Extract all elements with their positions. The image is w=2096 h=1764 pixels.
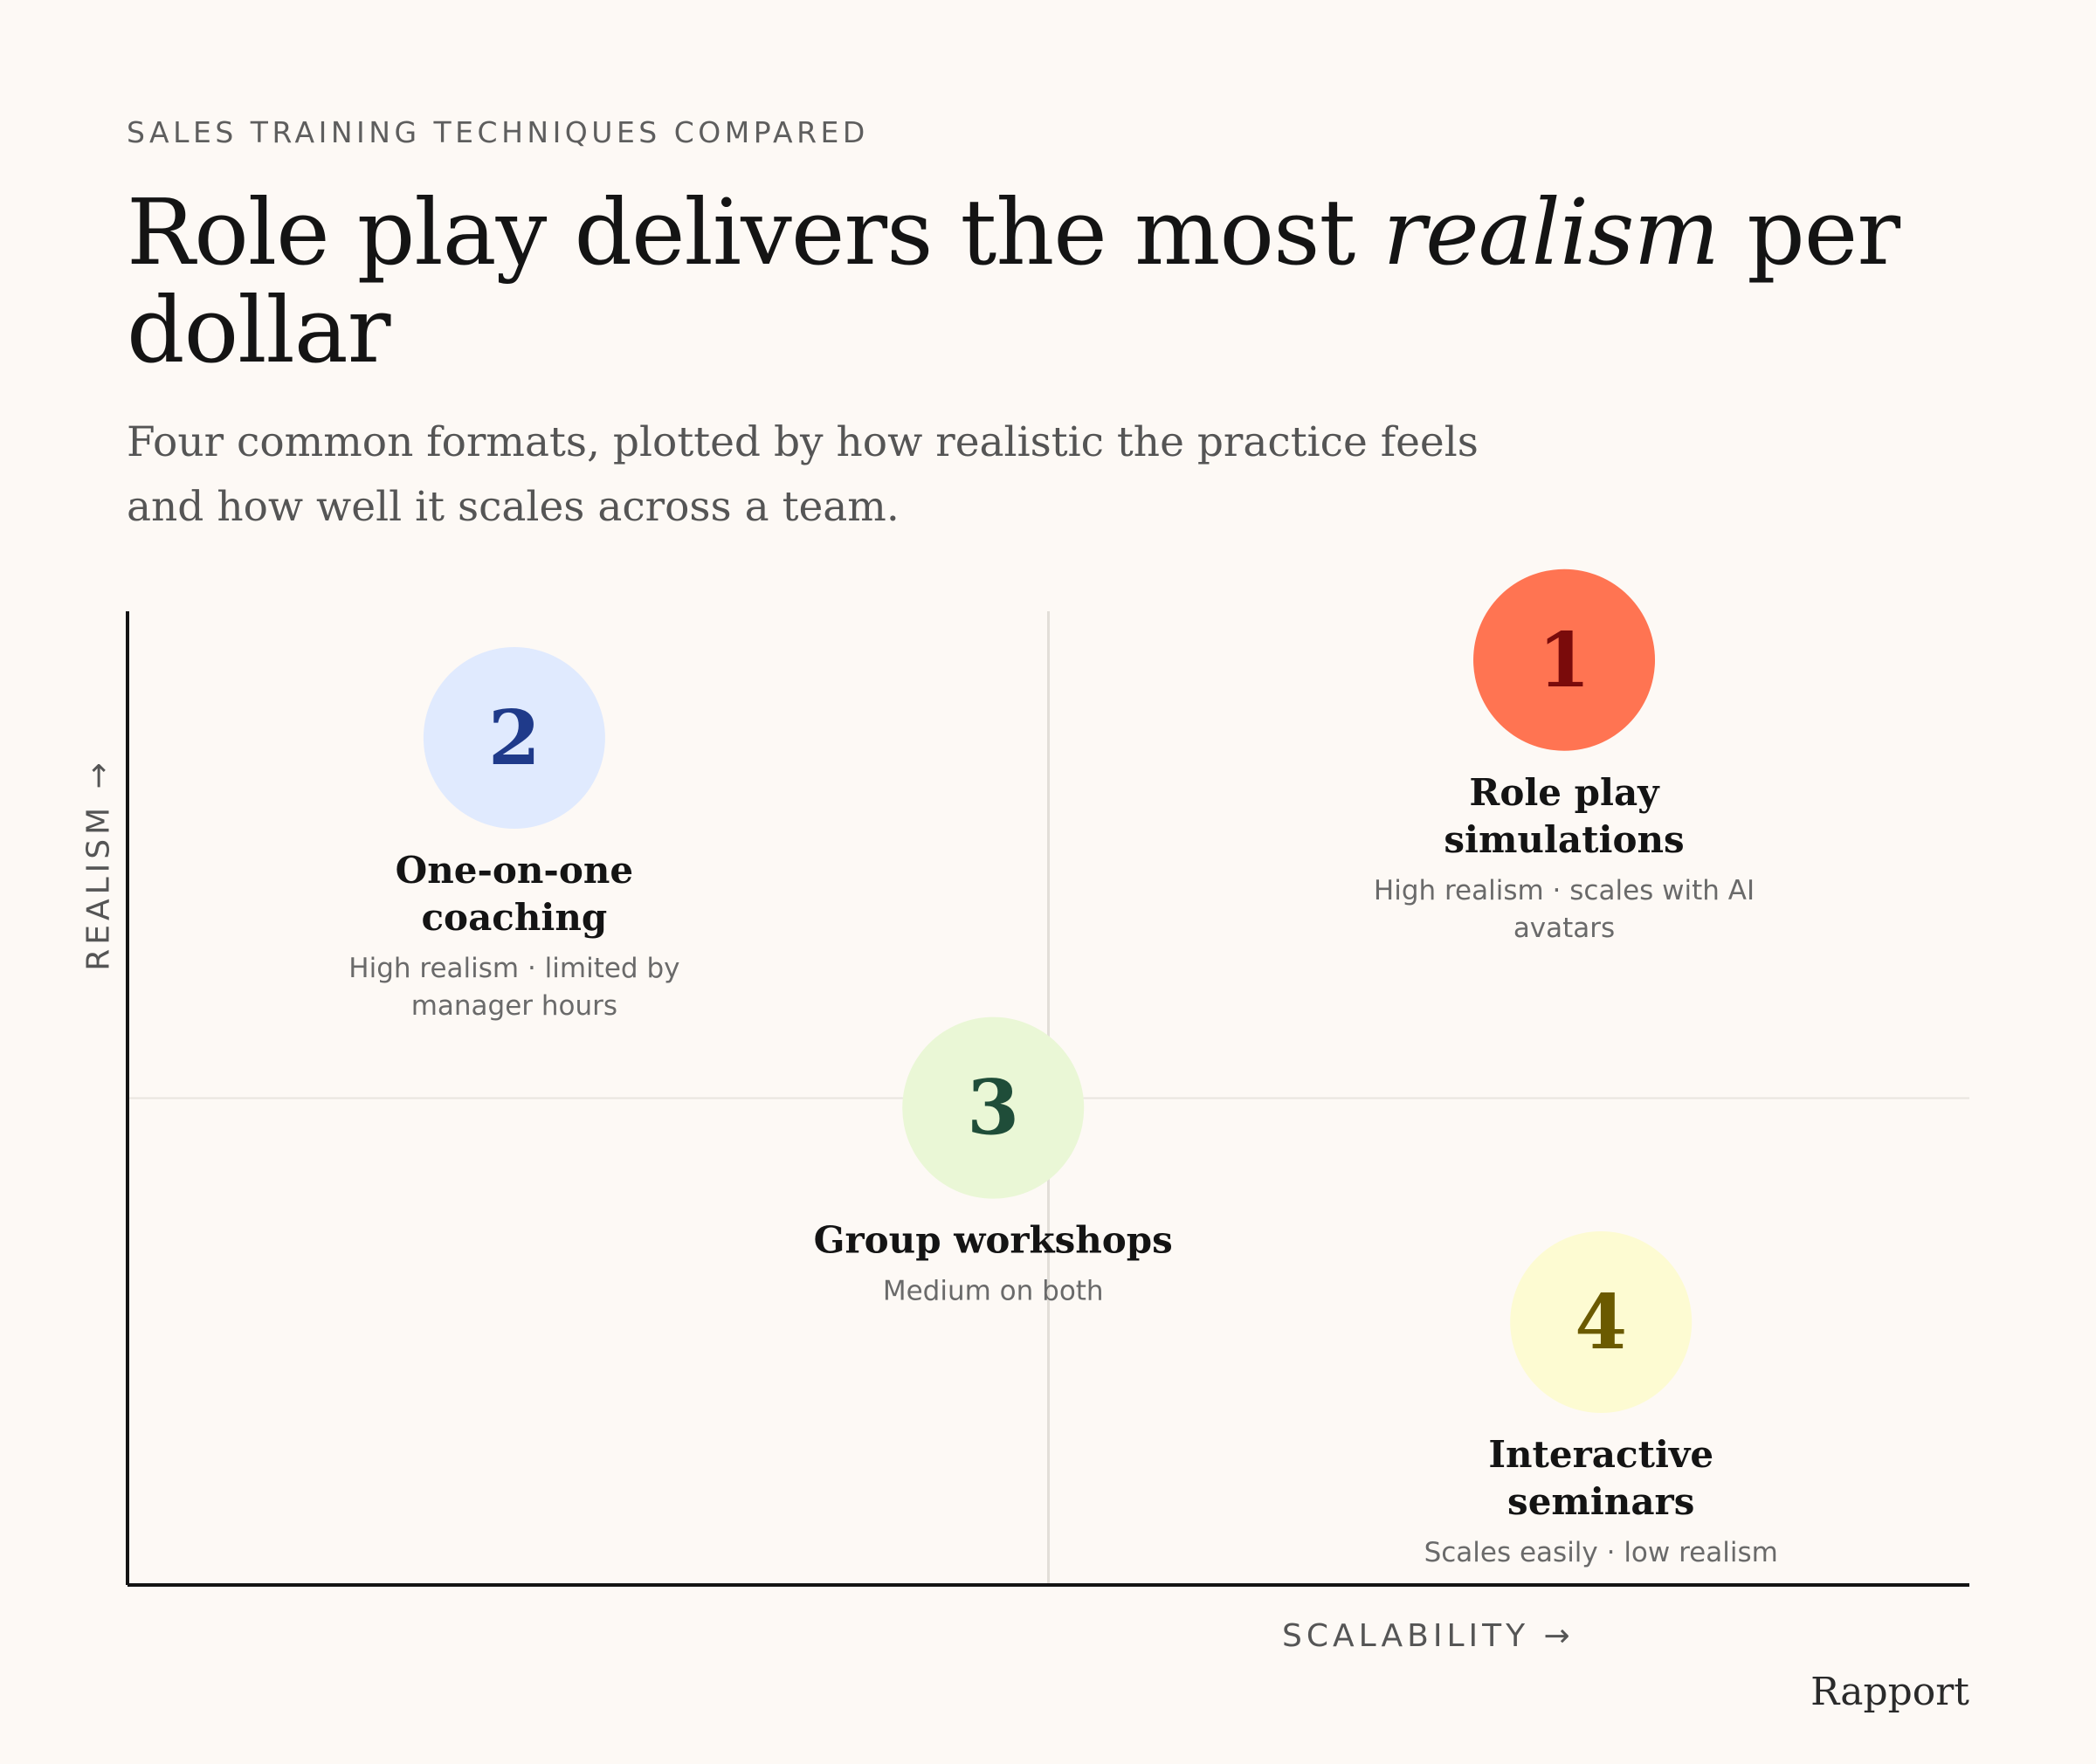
chart-subtitle: Four common formats, plotted by how real… [127, 418, 1479, 531]
point-3-label-line-1: Group workshops [814, 1219, 1173, 1262]
x-axis-label: SCALABILITY → [1282, 1618, 1575, 1654]
point-1-label-line-2: simulations [1444, 818, 1684, 861]
y-axis-label: REALISM → [80, 758, 117, 971]
brand-logo: Rapport [1810, 1670, 1969, 1714]
title-end: per dollar [127, 179, 1900, 383]
point-4-rank: 4 [1575, 1278, 1627, 1367]
point-3-rank: 3 [967, 1065, 1019, 1153]
point-3-note-line-1: Medium on both [883, 1276, 1104, 1307]
title-start: Role play delivers the most [127, 179, 1383, 286]
y-axis-label-wrap: REALISM → [68, 758, 129, 971]
point-2-note-line-1: High realism · limited by [348, 953, 679, 984]
point-1-label-line-1: Role play [1469, 771, 1660, 814]
point-2-label-line-2: coaching [421, 896, 607, 939]
point-1-note-line-2: avatars [1513, 913, 1615, 944]
eyebrow: SALES TRAINING TECHNIQUES COMPARED [127, 115, 869, 149]
point-1-note-line-1: High realism · scales with AI [1374, 875, 1755, 906]
point-2-label-line-1: One-on-one [396, 849, 634, 892]
point-4-label-line-2: seminars [1507, 1480, 1694, 1523]
point-2-bubble [423, 646, 605, 829]
point-4-bubble [1510, 1230, 1693, 1413]
point-4-label-line-1: Interactive [1488, 1433, 1713, 1476]
chart-title: Role play delivers the most realism per … [127, 183, 1961, 379]
title-emphasis: realism [1382, 179, 1720, 286]
point-1-rank: 1 [1538, 617, 1590, 705]
point-1-bubble [1473, 568, 1656, 751]
point-4-note-line-1: Scales easily · low realism [1424, 1537, 1778, 1568]
point-3-bubble [902, 1016, 1085, 1199]
point-2-note-line-2: manager hours [411, 990, 617, 1022]
point-2-rank: 2 [488, 694, 541, 782]
